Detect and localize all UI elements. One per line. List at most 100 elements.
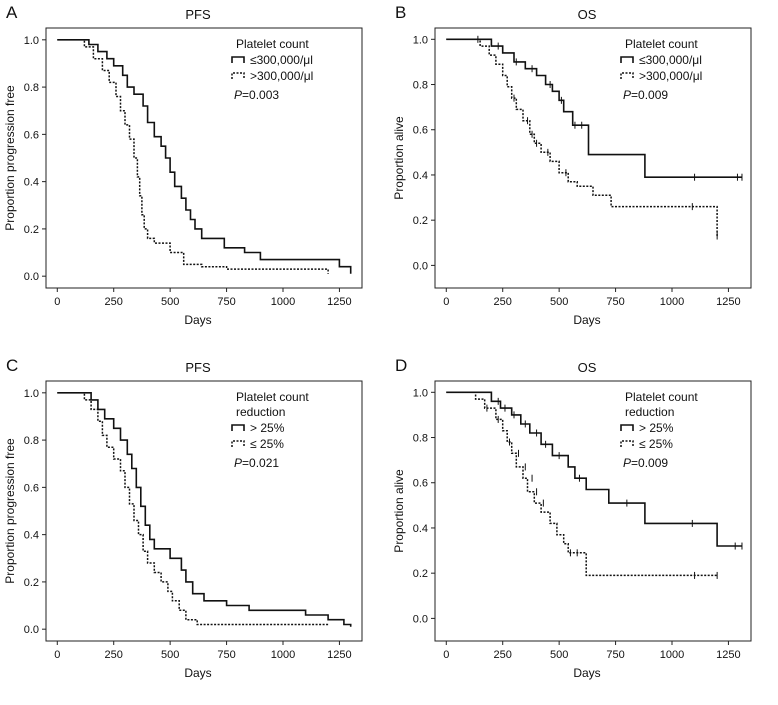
y-tick-label: 0.2 [413,568,428,580]
km-curve-solid [57,392,352,627]
legend-title: Platelet count [625,390,698,404]
plot-frame [434,27,752,289]
y-axis-label: Proportion alive [392,116,406,200]
y-tick-label: 0.6 [24,129,39,141]
p-value-text: P=0.009 [623,456,668,470]
y-tick-label: 0.0 [24,271,39,283]
x-tick-label: 1250 [716,649,740,661]
y-tick-label: 1.0 [24,35,39,47]
x-tick-label: 1250 [327,649,351,661]
x-axis-label: Days [573,666,600,680]
legend-entry: >300,000/μl [639,69,702,83]
chart-title: PFS [185,7,211,22]
plot-frame [45,380,363,642]
x-tick-label: 500 [161,649,179,661]
x-tick-label: 250 [494,649,512,661]
y-tick-label: 1.0 [413,387,428,399]
y-tick-label: 0.0 [24,624,39,636]
legend-title: Platelet count [236,37,309,51]
legend-swatch-solid [620,424,634,431]
panel-b: B OS 0 250 500 750 1000 1250 0.0 0.2 0.4 0.6 0.8 1.0 D… [389,0,778,352]
chart-title: PFS [185,360,211,375]
p-value-number: =0.009 [631,88,668,102]
plot-frame [434,380,752,642]
x-tick-label: 500 [550,649,568,661]
x-tick-label: 0 [54,649,60,661]
km-curve-dotted [446,391,718,577]
y-tick-label: 0.0 [413,613,428,625]
y-tick-label: 0.8 [413,433,428,445]
x-tick-label: 1000 [271,649,295,661]
x-tick-label: 1000 [271,296,295,308]
chart-title: OS [578,360,597,375]
y-tick-label: 0.6 [413,478,428,490]
x-tick-label: 1000 [660,649,684,661]
y-tick-label: 0.0 [413,260,428,272]
legend-swatch-solid [231,56,245,63]
x-tick-label: 750 [217,649,235,661]
y-tick-label: 0.2 [413,215,428,227]
y-tick-label: 0.2 [24,577,39,589]
p-value-number: =0.003 [242,88,279,102]
panel-svg: D OS 0 250 500 750 1000 1250 0.0 0.2 0.4 0.6 0.8 1.0 D… [392,356,752,680]
p-value-symbol: P [234,88,242,102]
y-tick-label: 0.2 [24,224,39,236]
legend-swatch-solid [620,56,634,63]
km-curve-dotted [57,392,329,626]
legend-swatch-dotted [231,72,245,79]
x-tick-label: 750 [606,296,624,308]
plot-frame [45,27,363,289]
y-axis-label: Proportion progression free [3,438,17,584]
panel-svg: C PFS 0 250 500 750 1000 1250 0.0 0.2 0.4 0.6 0.8 1.0… [3,356,363,680]
legend-title-line2: reduction [625,405,674,419]
panel-svg: A PFS 0 250 500 750 1000 1250 0.0 0.2 0.4 0.6 0.8 1.0… [3,3,363,327]
p-value-symbol: P [623,456,631,470]
legend-entry: ≤ 25% [250,437,284,451]
p-value-number: =0.009 [631,456,668,470]
x-tick-label: 0 [443,296,449,308]
legend-entry: > 25% [639,421,674,435]
p-value-text: P=0.021 [234,456,279,470]
legend-title-line2: reduction [236,405,285,419]
y-tick-label: 0.4 [24,530,39,542]
y-tick-label: 0.8 [413,80,428,92]
legend-entry: ≤300,000/μl [639,53,702,67]
x-tick-label: 750 [606,649,624,661]
legend-swatch-dotted [231,440,245,447]
y-tick-label: 0.6 [413,125,428,137]
km-curve-solid [446,38,742,178]
legend-swatch-dotted [620,72,634,79]
p-value-text: P=0.003 [234,88,279,102]
x-axis-label: Days [573,313,600,327]
x-tick-label: 500 [550,296,568,308]
x-tick-label: 0 [443,649,449,661]
legend-title: Platelet count [625,37,698,51]
legend-entry: ≤300,000/μl [250,53,313,67]
p-value-number: =0.021 [242,456,279,470]
legend-entry: > 25% [250,421,285,435]
legend-title: Platelet count [236,390,309,404]
y-tick-label: 0.8 [24,435,39,447]
panel-letter: D [395,356,407,375]
x-tick-label: 250 [105,296,123,308]
y-tick-label: 0.4 [413,523,428,535]
p-value-symbol: P [623,88,631,102]
y-tick-label: 0.4 [413,170,428,182]
p-value-symbol: P [234,456,242,470]
panel-letter: C [6,356,18,375]
panel-d: D OS 0 250 500 750 1000 1250 0.0 0.2 0.4 0.6 0.8 1.0 D… [389,353,778,705]
x-axis-label: Days [184,666,211,680]
x-tick-label: 250 [494,296,512,308]
y-axis-label: Proportion alive [392,469,406,553]
y-tick-label: 0.6 [24,482,39,494]
y-tick-label: 1.0 [24,388,39,400]
x-tick-label: 1000 [660,296,684,308]
legend-swatch-solid [231,424,245,431]
x-tick-label: 750 [217,296,235,308]
y-tick-label: 1.0 [413,34,428,46]
km-curve-solid [57,39,352,274]
y-tick-label: 0.4 [24,177,39,189]
y-axis-label: Proportion progression free [3,85,17,231]
x-axis-label: Days [184,313,211,327]
